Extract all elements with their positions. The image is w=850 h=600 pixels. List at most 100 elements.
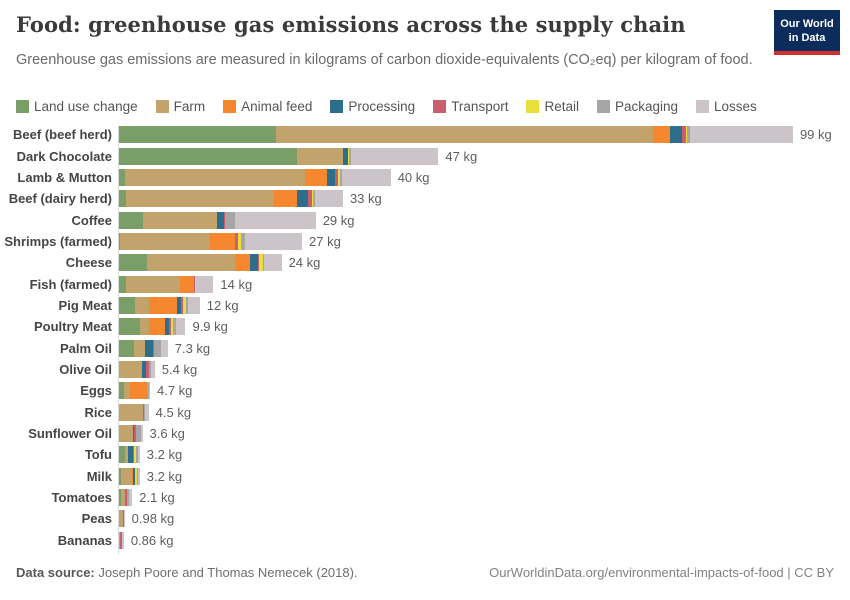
bar-segment-processing — [669, 126, 682, 144]
bar-row: Milk 3.2 kg — [0, 466, 850, 487]
page-title: Food: greenhouse gas emissions across th… — [16, 12, 686, 37]
legend-swatch-icon — [330, 100, 344, 113]
bar-segment-processing — [133, 467, 135, 485]
legend-item-transport: Transport — [433, 99, 508, 114]
bar-segment-animal-feed — [210, 232, 236, 250]
bar-segment-retail — [171, 318, 174, 336]
bar-track — [118, 168, 391, 186]
bar-track — [118, 126, 793, 144]
bar-track — [118, 424, 143, 442]
bar-segment-processing — [142, 403, 144, 421]
bar-segment-packaging — [135, 424, 142, 442]
bar-segment-farm — [147, 254, 236, 272]
bar-segment-losses — [144, 403, 149, 421]
bar-segment-farm — [125, 275, 181, 293]
bar-segment-land-use-change — [118, 211, 144, 229]
bar-segment-packaging — [262, 254, 264, 272]
bar-segment-transport — [235, 232, 238, 250]
bar-track — [118, 275, 214, 293]
bar-track — [118, 254, 282, 272]
bar-track — [118, 489, 133, 507]
bar-segment-losses — [351, 147, 439, 165]
bar-segment-land-use-change — [118, 147, 298, 165]
value-label: 40 kg — [397, 169, 430, 185]
bar-track — [118, 382, 150, 400]
bar-segment-farm — [120, 489, 126, 507]
bar-segment-losses — [263, 254, 282, 272]
bar-segment-transport — [122, 510, 124, 528]
bar-segment-packaging — [147, 382, 149, 400]
bar-segment-packaging — [339, 168, 342, 186]
data-source-text: Joseph Poore and Thomas Nemecek (2018). — [98, 565, 358, 580]
bar-segment-losses — [148, 382, 150, 400]
footer-link[interactable]: OurWorldinData.org/environmental-impacts… — [489, 565, 834, 580]
bar-segment-farm — [135, 296, 150, 314]
y-axis-line — [118, 126, 119, 554]
bar-segment-transport — [132, 446, 135, 464]
legend-item-farm: Farm — [155, 99, 205, 114]
bar-segment-processing — [177, 296, 182, 314]
legend-label: Packaging — [614, 99, 679, 114]
bar-segment-losses — [196, 275, 214, 293]
bar-segment-losses — [315, 190, 343, 208]
bar-segment-land-use-change — [118, 275, 126, 293]
bar-segment-losses — [175, 318, 186, 336]
bar-segment-retail — [237, 232, 242, 250]
bar-segment-land-use-change — [118, 489, 121, 507]
bar-segment-packaging — [186, 296, 189, 314]
bar-row: Eggs 4.7 kg — [0, 380, 850, 401]
chart-subtitle: Greenhouse gas emissions are measured in… — [16, 52, 753, 68]
row-label: Sunflower Oil — [28, 425, 112, 441]
value-label: 2.1 kg — [139, 490, 175, 506]
bar-segment-land-use-change — [118, 296, 136, 314]
bar-segment-processing — [297, 190, 309, 208]
bar-segment-losses — [245, 232, 303, 250]
row-label: Tofu — [84, 447, 112, 463]
bar-segment-farm — [118, 403, 143, 421]
bar-segment-losses — [160, 339, 168, 357]
bar-segment-losses — [123, 510, 125, 528]
bar-segment-animal-feed — [149, 296, 178, 314]
bar-segment-retail — [195, 275, 197, 293]
bar-row: Rice 4.5 kg — [0, 401, 850, 422]
bar-row: Peas 0.98 kg — [0, 508, 850, 529]
bar-segment-farm — [119, 360, 142, 378]
bar-segment-transport — [146, 382, 148, 400]
row-label: Palm Oil — [59, 340, 112, 356]
bar-segment-land-use-change — [118, 339, 135, 357]
value-label: 99 kg — [799, 127, 832, 143]
bar-segment-retail — [183, 296, 187, 314]
row-label: Lamb & Mutton — [17, 169, 112, 185]
value-label: 3.2 kg — [146, 447, 183, 463]
bar-segment-transport — [181, 296, 184, 314]
bar-row: Lamb & Mutton 40 kg — [0, 167, 850, 188]
legend-swatch-icon — [223, 100, 237, 113]
bar-segment-losses — [234, 211, 316, 229]
row-label: Cheese — [65, 255, 112, 271]
bar-segment-transport — [224, 211, 226, 229]
bar-segment-transport — [169, 318, 172, 336]
bar-row: Dark Chocolate 47 kg — [0, 145, 850, 166]
bar-segment-packaging — [687, 126, 690, 144]
bar-row: Beef (beef herd) 99 kg — [0, 124, 850, 145]
bar-segment-losses — [341, 168, 391, 186]
legend-label: Transport — [451, 99, 509, 114]
bar-segment-packaging — [149, 360, 152, 378]
bar-row: Coffee 29 kg — [0, 209, 850, 230]
data-source: Data source: Joseph Poore and Thomas Nem… — [16, 565, 358, 580]
legend-label: Losses — [714, 99, 757, 114]
bar-segment-transport — [258, 254, 260, 272]
row-label: Milk — [86, 468, 112, 484]
bar-segment-land-use-change — [118, 318, 140, 336]
bar-segment-losses — [128, 489, 133, 507]
row-label: Poultry Meat — [33, 319, 112, 335]
row-label: Bananas — [57, 532, 112, 548]
bar-track — [118, 147, 439, 165]
bar-segment-animal-feed — [148, 318, 166, 336]
bar-track — [118, 360, 155, 378]
bar-segment-processing — [165, 318, 170, 336]
bar-segment-animal-feed — [274, 190, 298, 208]
bar-row: Tofu 3.2 kg — [0, 444, 850, 465]
bar-segment-transport — [145, 360, 149, 378]
